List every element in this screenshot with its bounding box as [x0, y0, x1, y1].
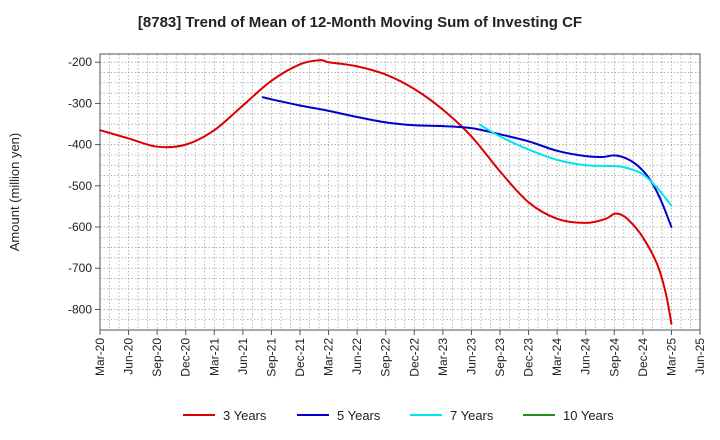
x-tick-label: Sep-22 — [379, 338, 393, 377]
x-tick-label: Jun-20 — [122, 338, 136, 375]
x-tick-label: Sep-21 — [264, 338, 278, 377]
plot-frame — [99, 53, 701, 331]
y-tick-label: -600 — [68, 220, 92, 234]
x-tick-label: Dec-20 — [179, 338, 193, 377]
y-tick-label: -700 — [68, 261, 92, 275]
x-tick-label: Jun-23 — [464, 338, 478, 375]
x-tick-label: Mar-23 — [436, 338, 450, 376]
x-tick-label: Sep-23 — [493, 338, 507, 377]
x-tick-label: Jun-21 — [236, 338, 250, 375]
legend: 3 Years 5 Years 7 Years 10 Years — [183, 408, 614, 423]
series-lines — [99, 59, 673, 325]
x-axis: Mar-20 Jun-20 Sep-20 Dec-20 Mar-21 Jun-21 Sep-… — [93, 330, 707, 377]
chart-title: [8783] Trend of Mean of 12-Month Moving … — [137, 14, 583, 31]
x-tick-label: Sep-24 — [607, 338, 621, 377]
x-tick-label: Dec-21 — [293, 338, 307, 377]
y-tick-label: -200 — [68, 55, 92, 69]
legend-label: 7 Years — [450, 408, 494, 423]
x-tick-label: Jun-22 — [350, 338, 364, 375]
x-tick-label: Dec-22 — [407, 338, 421, 377]
legend-label: 5 Years — [337, 408, 381, 423]
series-line-3-years — [99, 59, 673, 325]
series-line-7-years — [479, 123, 673, 207]
x-tick-label: Mar-25 — [664, 338, 678, 376]
x-tick-label: Sep-20 — [150, 338, 164, 377]
y-tick-label: -300 — [68, 96, 92, 110]
x-tick-label: Dec-24 — [636, 338, 650, 377]
series-line-5-years — [261, 96, 673, 229]
x-tick-label: Mar-22 — [322, 338, 336, 376]
x-tick-label: Mar-21 — [207, 338, 221, 376]
y-tick-label: -400 — [68, 138, 92, 152]
x-tick-label: Mar-20 — [93, 338, 107, 376]
x-tick-label: Mar-24 — [550, 338, 564, 376]
x-tick-label: Dec-23 — [522, 338, 536, 377]
x-tick-label: Jun-24 — [579, 338, 593, 375]
y-tick-label: -500 — [68, 179, 92, 193]
plot-area — [100, 54, 700, 330]
x-tick-label: Jun-25 — [693, 338, 707, 375]
legend-label: 10 Years — [563, 408, 614, 423]
y-axis: -200 -300 -400 -500 -600 -700 -800 — [68, 55, 100, 316]
y-axis-title: Amount (million yen) — [7, 133, 22, 252]
legend-label: 3 Years — [223, 408, 267, 423]
y-tick-label: -800 — [68, 302, 92, 316]
